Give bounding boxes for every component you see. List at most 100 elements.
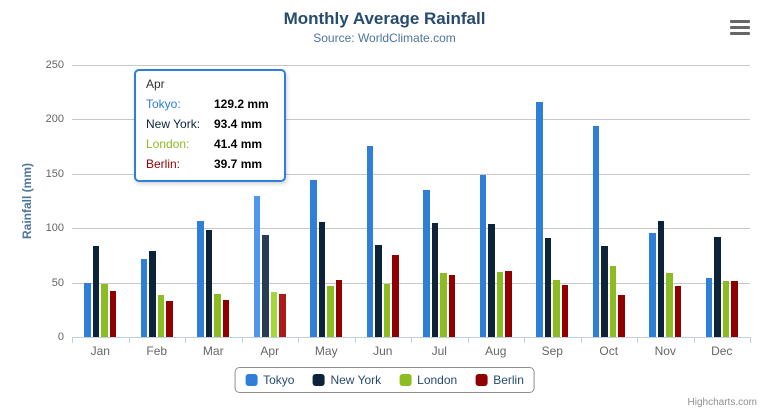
x-axis-tick xyxy=(128,338,130,343)
x-axis-tick xyxy=(467,338,469,343)
column-new-york-oct[interactable] xyxy=(601,246,608,337)
column-berlin-aug[interactable] xyxy=(505,271,512,337)
column-london-apr[interactable] xyxy=(270,292,278,337)
column-tokyo-mar[interactable] xyxy=(197,221,204,337)
column-new-york-jun[interactable] xyxy=(375,245,382,337)
column-tokyo-oct[interactable] xyxy=(592,125,600,337)
legend-item-label: London xyxy=(417,373,458,387)
column-tokyo-feb[interactable] xyxy=(140,259,148,337)
column-new-york-mar[interactable] xyxy=(205,229,213,337)
tooltip-series-value: 39.7 mm xyxy=(214,157,263,171)
column-london-dec[interactable] xyxy=(722,281,730,337)
column-new-york-dec[interactable] xyxy=(714,236,721,337)
column-berlin-jul[interactable] xyxy=(448,274,456,337)
tooltip-series-name: New York: xyxy=(146,117,201,131)
column-tokyo-apr[interactable] xyxy=(253,196,261,337)
column-london-feb[interactable] xyxy=(157,294,165,337)
legend-swatch-icon xyxy=(245,374,258,386)
column-berlin-dec[interactable] xyxy=(731,281,738,337)
grid-line xyxy=(72,173,750,175)
column-tokyo-nov[interactable] xyxy=(649,233,656,337)
column-berlin-mar[interactable] xyxy=(222,299,230,337)
column-berlin-sep[interactable] xyxy=(561,285,569,337)
y-axis-label: 150 xyxy=(45,167,64,180)
column-new-york-nov[interactable] xyxy=(657,221,665,337)
grid-line xyxy=(72,228,750,230)
column-berlin-jun[interactable] xyxy=(392,254,399,337)
legend-item-london[interactable]: London xyxy=(399,373,457,387)
chart-title: Monthly Average Rainfall xyxy=(283,9,486,28)
x-axis-tick xyxy=(750,338,751,343)
tooltip-series-value: 41.4 mm xyxy=(214,137,263,151)
tooltip-series-name: Tokyo: xyxy=(146,97,181,111)
y-axis-label: 0 xyxy=(57,331,64,343)
column-london-may[interactable] xyxy=(327,285,334,337)
legend-swatch-icon xyxy=(399,374,412,386)
column-tokyo-sep[interactable] xyxy=(536,101,543,337)
column-new-york-jul[interactable] xyxy=(431,222,439,337)
column-new-york-may[interactable] xyxy=(318,221,326,337)
x-axis-tick xyxy=(354,338,356,343)
column-new-york-apr[interactable] xyxy=(262,235,269,337)
column-tokyo-aug[interactable] xyxy=(479,175,487,337)
column-tokyo-dec[interactable] xyxy=(705,277,713,337)
tooltip-row: Tokyo: 129.2 mm xyxy=(146,94,269,114)
column-london-jul[interactable] xyxy=(440,272,447,337)
x-axis-tick xyxy=(580,338,582,343)
column-london-nov[interactable] xyxy=(666,272,673,337)
tooltip-series-name: Berlin: xyxy=(146,157,181,171)
column-tokyo-jun[interactable] xyxy=(366,145,374,337)
x-axis-tick xyxy=(72,338,73,343)
column-new-york-jan[interactable] xyxy=(92,246,100,337)
grid-line xyxy=(72,119,750,121)
x-axis-tick xyxy=(241,338,243,343)
legend-item-berlin[interactable]: Berlin xyxy=(475,373,524,387)
column-berlin-oct[interactable] xyxy=(618,294,625,337)
grid-line xyxy=(72,282,750,284)
legend-item-label: Berlin xyxy=(493,373,524,387)
grid-line xyxy=(72,65,750,66)
y-axis-label: 50 xyxy=(51,276,64,289)
x-axis-label: Jun xyxy=(373,344,393,358)
column-new-york-sep[interactable] xyxy=(544,237,552,337)
column-tokyo-may[interactable] xyxy=(310,180,317,337)
credits-link[interactable]: Highcharts.com xyxy=(687,397,757,408)
column-london-mar[interactable] xyxy=(214,294,221,337)
column-london-jun[interactable] xyxy=(383,284,391,337)
x-axis-label: Jul xyxy=(431,344,447,358)
export-menu-button[interactable] xyxy=(730,20,750,35)
legend-item-tokyo[interactable]: Tokyo xyxy=(245,373,294,387)
tooltip-series-value: 93.4 mm xyxy=(214,117,263,131)
column-london-jan[interactable] xyxy=(101,283,108,337)
x-axis-label: Sep xyxy=(541,344,563,358)
tooltip-header: Apr xyxy=(146,77,165,91)
column-new-york-aug[interactable] xyxy=(488,223,495,337)
x-axis-label: Apr xyxy=(260,344,280,358)
y-axis-label: 200 xyxy=(45,113,64,126)
column-berlin-apr[interactable] xyxy=(279,293,286,337)
x-axis-label: Mar xyxy=(202,344,224,358)
x-axis-tick xyxy=(524,338,525,343)
hamburger-icon xyxy=(730,26,750,29)
column-london-oct[interactable] xyxy=(609,266,617,337)
column-berlin-feb[interactable] xyxy=(166,300,173,337)
column-berlin-may[interactable] xyxy=(335,279,343,337)
column-berlin-nov[interactable] xyxy=(674,286,682,337)
column-tokyo-jul[interactable] xyxy=(423,189,430,337)
legend-item-new-york[interactable]: New York xyxy=(312,373,381,387)
tooltip-series-value: 129.2 mm xyxy=(214,97,269,111)
x-axis-tick xyxy=(637,338,638,343)
tooltip-table: Tokyo: 129.2 mm New York: 93.4 mm London: 41.… xyxy=(146,94,269,174)
hamburger-icon xyxy=(730,32,750,35)
column-london-aug[interactable] xyxy=(496,272,504,337)
column-london-sep[interactable] xyxy=(553,280,560,337)
legend-swatch-icon xyxy=(475,374,488,386)
tooltip-series-name: London: xyxy=(146,137,190,151)
column-tokyo-jan[interactable] xyxy=(84,282,91,337)
column-berlin-jan[interactable] xyxy=(109,290,117,337)
x-axis-label: Feb xyxy=(146,344,168,358)
column-new-york-feb[interactable] xyxy=(149,251,156,337)
y-axis-label: 250 xyxy=(45,59,64,71)
x-axis-label: May xyxy=(314,344,338,358)
